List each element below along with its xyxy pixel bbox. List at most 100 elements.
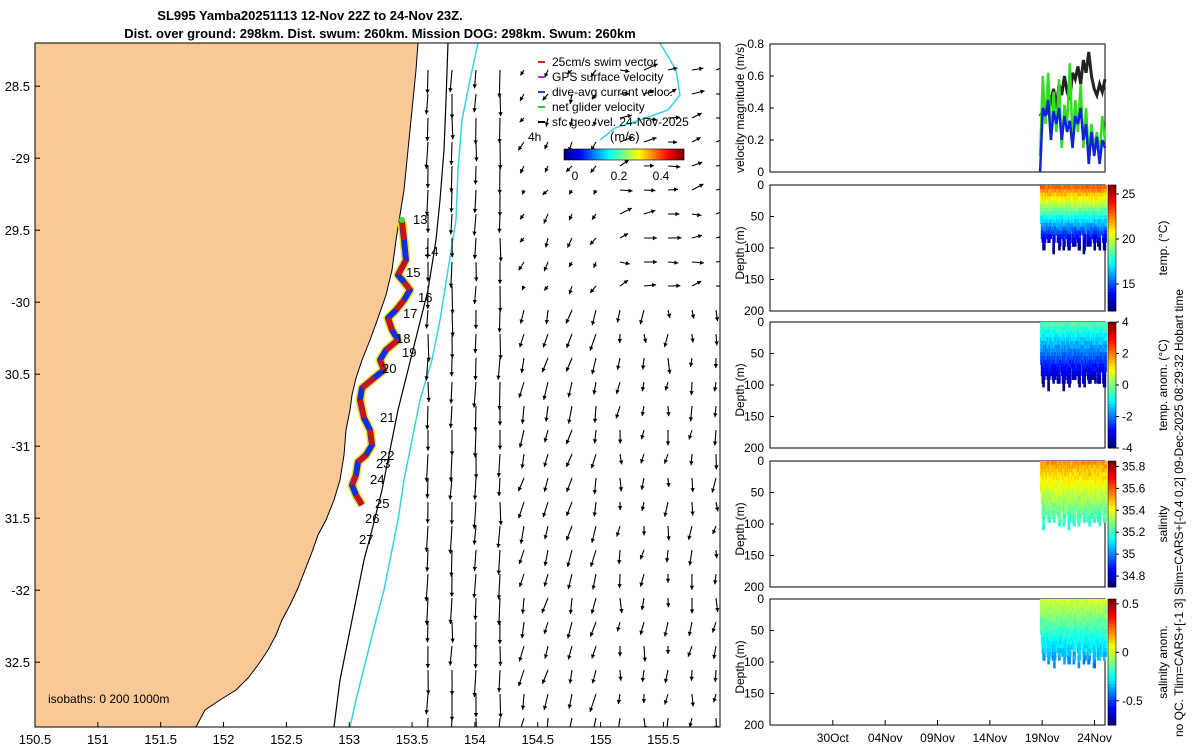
colorbar-cell bbox=[1108, 322, 1116, 326]
colorbar-cell bbox=[1108, 439, 1116, 443]
colorbar-cell bbox=[1108, 210, 1116, 214]
colorbar-cell bbox=[1108, 267, 1116, 271]
colorbar-cell bbox=[1108, 410, 1116, 414]
colorbar-cell bbox=[1108, 366, 1116, 370]
colorbar-tick-label: 35 bbox=[1122, 547, 1136, 561]
colorbar-cell bbox=[1108, 571, 1116, 575]
colorbar-cell bbox=[1108, 344, 1116, 348]
velocity-y-tick-label: 0.2 bbox=[747, 133, 764, 147]
heatmap-cell bbox=[1083, 382, 1086, 387]
colorbar-cell bbox=[1108, 204, 1116, 208]
colorbar-tick-label: -4 bbox=[1122, 441, 1133, 455]
colorbar-cell bbox=[1108, 413, 1116, 417]
colorbar-tick-label: 15 bbox=[1122, 277, 1136, 291]
colorbar-cell bbox=[1108, 429, 1116, 433]
depth-y-tick-label: 100 bbox=[744, 378, 764, 392]
colorbar-cell bbox=[1108, 188, 1116, 192]
colorbar-cell bbox=[1108, 489, 1116, 493]
colorbar-cell bbox=[1108, 223, 1116, 227]
colorbar-cell bbox=[1108, 470, 1116, 474]
heatmap-cell bbox=[1069, 518, 1072, 523]
depth-y-tick-label: 0 bbox=[757, 454, 764, 468]
heatmap-cell bbox=[1104, 245, 1107, 250]
colorbar-cell bbox=[1108, 207, 1116, 211]
colorbar-cell bbox=[1108, 213, 1116, 217]
heatmap-cell bbox=[1073, 521, 1076, 526]
heatmap-cell bbox=[1042, 525, 1045, 530]
colorbar-cell bbox=[1108, 217, 1116, 221]
colorbar-cell bbox=[1108, 191, 1116, 195]
heatmap-cell bbox=[1064, 514, 1067, 519]
colorbar-cell bbox=[1108, 276, 1116, 280]
colorbar-tick-label: 34.8 bbox=[1122, 569, 1146, 583]
colorbar-cell bbox=[1108, 261, 1116, 265]
heatmap-cell bbox=[1093, 245, 1096, 250]
heatmap-cell bbox=[1052, 249, 1055, 254]
colorbar-cell bbox=[1108, 264, 1116, 268]
colorbar-cell bbox=[1108, 391, 1116, 395]
colorbar-cell bbox=[1108, 245, 1116, 249]
colorbar-cell bbox=[1108, 426, 1116, 430]
depth-y-tick-label: 50 bbox=[751, 347, 765, 361]
colorbar-cell bbox=[1108, 537, 1116, 541]
depth-y-tick-label: 0 bbox=[757, 178, 764, 192]
heatmap-cell bbox=[1099, 245, 1102, 250]
colorbar-cell bbox=[1108, 474, 1116, 478]
colorbar-cell bbox=[1108, 347, 1116, 351]
colorbar-cell bbox=[1108, 232, 1116, 236]
colorbar-cell bbox=[1108, 527, 1116, 531]
colorbar-cell bbox=[1108, 382, 1116, 386]
heatmap-cell bbox=[1043, 656, 1046, 661]
heatmap-cell bbox=[1069, 238, 1072, 243]
depth-y-tick-label: 150 bbox=[744, 410, 764, 424]
colorbar-cell bbox=[1108, 226, 1116, 230]
colorbar-tick-label: 4 bbox=[1122, 315, 1129, 329]
colorbar-cell bbox=[1108, 242, 1116, 246]
depth-y-tick-label: 100 bbox=[744, 517, 764, 531]
depth-y-axis-label: Depth (m) bbox=[733, 363, 747, 416]
colorbar-cell bbox=[1108, 511, 1116, 515]
heatmap-cell bbox=[1062, 386, 1065, 391]
heatmap-cell bbox=[1053, 518, 1056, 523]
depth-y-tick-label: 0 bbox=[757, 315, 764, 329]
colorbar-cell bbox=[1108, 578, 1116, 582]
colorbar-cell bbox=[1108, 477, 1116, 481]
heatmap-cell bbox=[1068, 245, 1071, 250]
colorbar-cell bbox=[1108, 248, 1116, 252]
colorbar-tick-label: 35.2 bbox=[1122, 525, 1146, 539]
heatmap-cell bbox=[1089, 242, 1092, 247]
depth-y-tick-label: 200 bbox=[744, 441, 764, 455]
heatmap-cell bbox=[1059, 518, 1062, 523]
heatmap-cell bbox=[1078, 382, 1081, 387]
colorbar-cell bbox=[1108, 549, 1116, 553]
colorbar-cell bbox=[1108, 417, 1116, 421]
heatmap-cell bbox=[1104, 367, 1107, 372]
colorbar-cell bbox=[1108, 298, 1116, 302]
velocity-y-tick-label: 0.6 bbox=[747, 69, 764, 83]
colorbar-cell bbox=[1108, 328, 1116, 332]
colorbar-cell bbox=[1108, 524, 1116, 528]
colorbar-cell bbox=[1108, 521, 1116, 525]
colorbar-cell bbox=[1108, 574, 1116, 578]
colorbar-cell bbox=[1108, 239, 1116, 243]
colorbar-cell bbox=[1108, 565, 1116, 569]
colorbar-cell bbox=[1108, 280, 1116, 284]
colorbar-cell bbox=[1108, 496, 1116, 500]
colorbar-label: temp. (°C) bbox=[1156, 221, 1170, 276]
colorbar-cell bbox=[1108, 543, 1116, 547]
colorbar-tick-label: 35.4 bbox=[1122, 503, 1146, 517]
colorbar-tick-label: 35.8 bbox=[1122, 459, 1146, 473]
colorbar-cell bbox=[1108, 229, 1116, 233]
colorbar-cell bbox=[1108, 372, 1116, 376]
colorbar-cell bbox=[1108, 379, 1116, 383]
velocity-y-tick-label: 0 bbox=[757, 165, 764, 179]
colorbar-cell bbox=[1108, 398, 1116, 402]
colorbar-cell bbox=[1108, 273, 1116, 277]
colorbar-cell bbox=[1108, 483, 1116, 487]
heatmap-cell bbox=[1063, 242, 1066, 247]
colorbar-cell bbox=[1108, 442, 1116, 446]
colorbar-cell bbox=[1108, 292, 1116, 296]
colorbar-cell bbox=[1108, 530, 1116, 534]
heatmap-cell bbox=[1104, 382, 1107, 387]
colorbar-cell bbox=[1108, 533, 1116, 537]
